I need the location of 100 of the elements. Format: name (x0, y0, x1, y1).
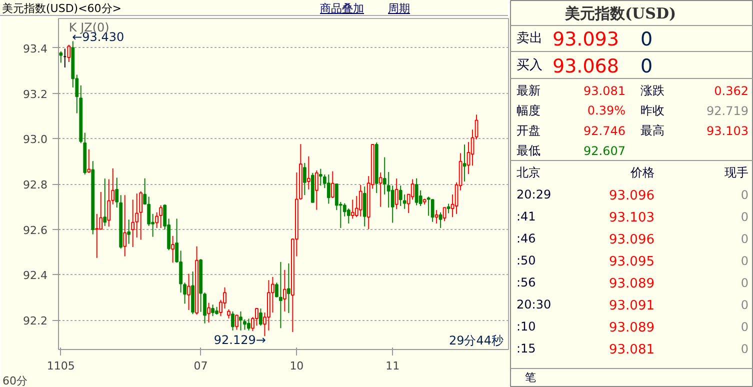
text: 0 (740, 320, 749, 334)
text: 价格 (630, 166, 654, 180)
text: 93.089 (609, 320, 655, 336)
candlestick (330, 170, 334, 199)
text: 0 (640, 56, 653, 78)
candlestick (59, 50, 63, 64)
text: 20:29 (516, 188, 552, 202)
text: 0 (740, 276, 749, 290)
candlestick (318, 168, 322, 186)
candlestick (147, 196, 151, 226)
text: 卖出 (516, 31, 542, 46)
candlestick (410, 178, 414, 200)
y-tick-label: 92.4 (23, 269, 48, 282)
candlestick (67, 44, 71, 63)
text: :56 (516, 276, 536, 290)
candlestick (398, 185, 402, 206)
text: 现手 (724, 166, 748, 180)
text: :46 (516, 232, 536, 246)
text: 美元指数(USD) (564, 4, 676, 22)
y-tick-label: 92.6 (23, 224, 48, 237)
candlestick (243, 318, 246, 330)
candlestick (414, 178, 418, 206)
text: 93.095 (609, 254, 655, 270)
text: 93.103 (706, 124, 749, 138)
annotation: 92.129→ (214, 333, 266, 348)
text: 92.746 (584, 124, 626, 138)
text: 92.719 (706, 104, 749, 118)
candlestick (259, 308, 262, 326)
candlestick (271, 276, 274, 314)
candlestick (350, 199, 354, 220)
candlestick (279, 261, 282, 329)
text: 商品叠加 (320, 1, 364, 16)
candlestick (187, 273, 190, 311)
text: 最高 (640, 124, 664, 138)
candlestick (302, 162, 306, 196)
text: 0 (740, 188, 749, 202)
text: 93.093 (552, 28, 619, 50)
text: 涨跌 (640, 84, 664, 98)
x-tick-label: 10 (290, 360, 304, 372)
text: :15 (516, 342, 536, 356)
candlestick (442, 207, 446, 222)
candlestick (139, 190, 143, 240)
candlestick (326, 174, 330, 204)
candlestick (107, 178, 111, 228)
text: 0.39% (587, 104, 626, 118)
candlestick (247, 318, 250, 331)
text: 93.081 (584, 84, 626, 98)
text: 幅度 (516, 104, 540, 118)
text: 93.081 (609, 342, 655, 358)
text: 93.096 (609, 232, 655, 248)
text: :41 (516, 210, 536, 224)
text: 0 (740, 232, 749, 246)
candlestick (231, 310, 234, 331)
candlestick (394, 178, 398, 210)
candlestick (462, 144, 466, 182)
candlestick (446, 203, 450, 214)
annotation: 29分44秒 (448, 334, 504, 348)
candlestick (430, 198, 434, 222)
annotation: K JZ(0) (68, 20, 110, 34)
candlestick (127, 219, 131, 244)
text: 开盘 (516, 124, 540, 138)
text: 60分 (2, 374, 28, 387)
candlestick (227, 308, 230, 319)
text: 93.091 (609, 298, 655, 314)
candlestick (426, 196, 430, 216)
text: 93.089 (609, 276, 655, 292)
candlestick (346, 208, 350, 224)
text: 93.096 (609, 188, 655, 204)
candlestick (378, 172, 382, 208)
candlestick (390, 185, 394, 224)
candlestick (211, 304, 214, 317)
text: 笔 (525, 371, 536, 384)
candlestick (131, 199, 135, 248)
text: 北京 (516, 166, 540, 180)
text: 买入 (516, 58, 542, 73)
candlestick (235, 314, 238, 330)
text: 0.362 (714, 84, 749, 98)
candlestick (283, 269, 286, 312)
chart-title: 美元指数(USD)<60分> (2, 1, 122, 16)
text: 昨收 (640, 104, 664, 118)
candlestick (286, 262, 290, 314)
y-tick-label: 93.2 (23, 88, 48, 101)
candlestick (123, 194, 127, 257)
candlestick (438, 212, 442, 228)
x-tick-label: 1105 (46, 360, 75, 372)
candlestick (255, 308, 258, 326)
text: 0 (740, 210, 749, 224)
text: 20:30 (516, 298, 552, 312)
candlestick (103, 178, 107, 226)
x-tick-label: 07 (194, 360, 208, 372)
candlestick (159, 204, 163, 228)
y-tick-label: 93.0 (23, 133, 48, 146)
y-tick-label: 92.8 (23, 178, 48, 192)
candlestick (306, 156, 310, 190)
candlestick (362, 186, 366, 227)
text: 92.607 (584, 144, 626, 158)
y-tick-label: 93.4 (23, 42, 48, 56)
candlestick (87, 148, 91, 174)
text: 0 (740, 342, 749, 356)
text: :50 (516, 254, 536, 268)
